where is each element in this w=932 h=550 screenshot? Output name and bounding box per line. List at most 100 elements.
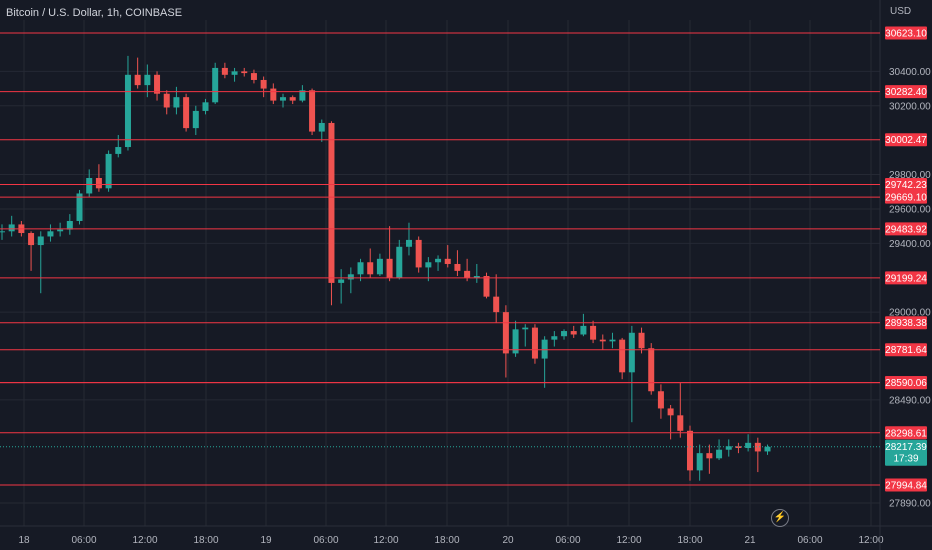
candle <box>105 153 112 189</box>
candle <box>396 246 403 278</box>
x-tick-label: 18:00 <box>193 535 218 546</box>
candle <box>541 339 548 359</box>
candle <box>522 327 529 330</box>
candle <box>289 97 296 101</box>
price-level-label: 30623.10 <box>885 29 927 40</box>
candle <box>745 442 752 448</box>
price-level-label: 27994.84 <box>885 481 927 492</box>
candle <box>183 97 190 129</box>
bar-countdown: 17:39 <box>893 454 918 465</box>
candle <box>425 262 432 268</box>
price-level-label: 28298.61 <box>885 428 927 439</box>
candle <box>696 453 703 471</box>
candle <box>57 229 64 232</box>
candle <box>512 329 519 354</box>
currency-label: USD <box>890 6 912 17</box>
x-tick-label: 21 <box>744 535 756 546</box>
candle <box>347 274 354 280</box>
candle <box>667 408 674 416</box>
price-level-label: 29199.24 <box>885 273 927 284</box>
candle <box>270 88 277 101</box>
price-level-badge <box>885 271 927 285</box>
candle <box>221 67 228 75</box>
y-tick-label: 28490.00 <box>889 395 931 406</box>
y-tick-label: 30200.00 <box>889 101 931 112</box>
price-level-label: 29742.23 <box>885 180 927 191</box>
chart-title: Bitcoin / U.S. Dollar, 1h, COINBASE <box>6 7 183 19</box>
x-tick-label: 12:00 <box>616 535 641 546</box>
candle <box>28 233 35 246</box>
candle <box>192 110 199 129</box>
y-tick-label: 27890.00 <box>889 499 931 510</box>
candle <box>464 270 471 278</box>
x-tick-label: 12:00 <box>132 535 157 546</box>
price-level-badge <box>885 222 927 236</box>
candle <box>648 348 655 392</box>
candle <box>376 258 383 275</box>
price-level-badge <box>885 343 927 357</box>
candle <box>444 258 451 264</box>
candle <box>86 177 93 194</box>
x-tick-label: 06:00 <box>313 535 338 546</box>
price-level-label: 30002.47 <box>885 135 927 146</box>
candle <box>202 102 209 111</box>
candle <box>318 122 325 132</box>
candle <box>386 258 393 278</box>
candle <box>328 122 335 283</box>
x-tick-label: 06:00 <box>71 535 96 546</box>
candle <box>716 449 723 459</box>
candle <box>95 177 102 189</box>
candle <box>454 263 461 271</box>
candle <box>609 339 616 342</box>
price-level-badge <box>885 316 927 330</box>
candle <box>764 446 771 452</box>
candle <box>493 296 500 313</box>
y-tick-label: 30400.00 <box>889 67 931 78</box>
last-price-label: 28217.39 <box>885 442 927 453</box>
candle <box>725 446 732 450</box>
x-tick-label: 18:00 <box>434 535 459 546</box>
candle <box>405 239 412 247</box>
candle <box>531 327 538 359</box>
price-level-label: 28590.06 <box>885 378 927 389</box>
candle <box>76 193 83 221</box>
x-tick-label: 12:00 <box>373 535 398 546</box>
candle <box>367 262 374 275</box>
x-tick-label: 18 <box>18 535 30 546</box>
price-level-badge <box>885 426 927 440</box>
candle <box>299 90 306 101</box>
candle <box>677 415 684 431</box>
candle <box>570 331 577 335</box>
lightning-icon[interactable]: ⚡ <box>771 509 789 527</box>
candle <box>483 276 490 297</box>
price-level-label: 28781.64 <box>885 345 927 356</box>
candle <box>0 231 5 233</box>
candle <box>163 93 170 108</box>
y-tick-label: 29600.00 <box>889 204 931 215</box>
candle <box>551 336 558 340</box>
candle <box>134 74 141 86</box>
price-level-label: 30282.40 <box>885 87 927 98</box>
candle <box>124 74 131 148</box>
x-tick-label: 18:00 <box>677 535 702 546</box>
candle <box>66 220 73 230</box>
price-level-badge <box>885 177 927 191</box>
price-level-badge <box>885 85 927 99</box>
candle <box>619 339 626 373</box>
candle <box>754 442 761 452</box>
candle <box>144 74 151 86</box>
candle <box>638 332 645 349</box>
candle <box>628 332 635 373</box>
x-tick-label: 12:00 <box>858 535 883 546</box>
candle <box>241 71 248 74</box>
x-tick-label: 06:00 <box>797 535 822 546</box>
y-tick-label: 29400.00 <box>889 239 931 250</box>
candle <box>561 331 568 337</box>
candle <box>590 325 597 340</box>
price-level-badge <box>885 376 927 390</box>
y-tick-label: 29000.00 <box>889 308 931 319</box>
candle <box>686 430 693 471</box>
price-level-badge <box>885 26 927 40</box>
candle <box>250 73 257 80</box>
